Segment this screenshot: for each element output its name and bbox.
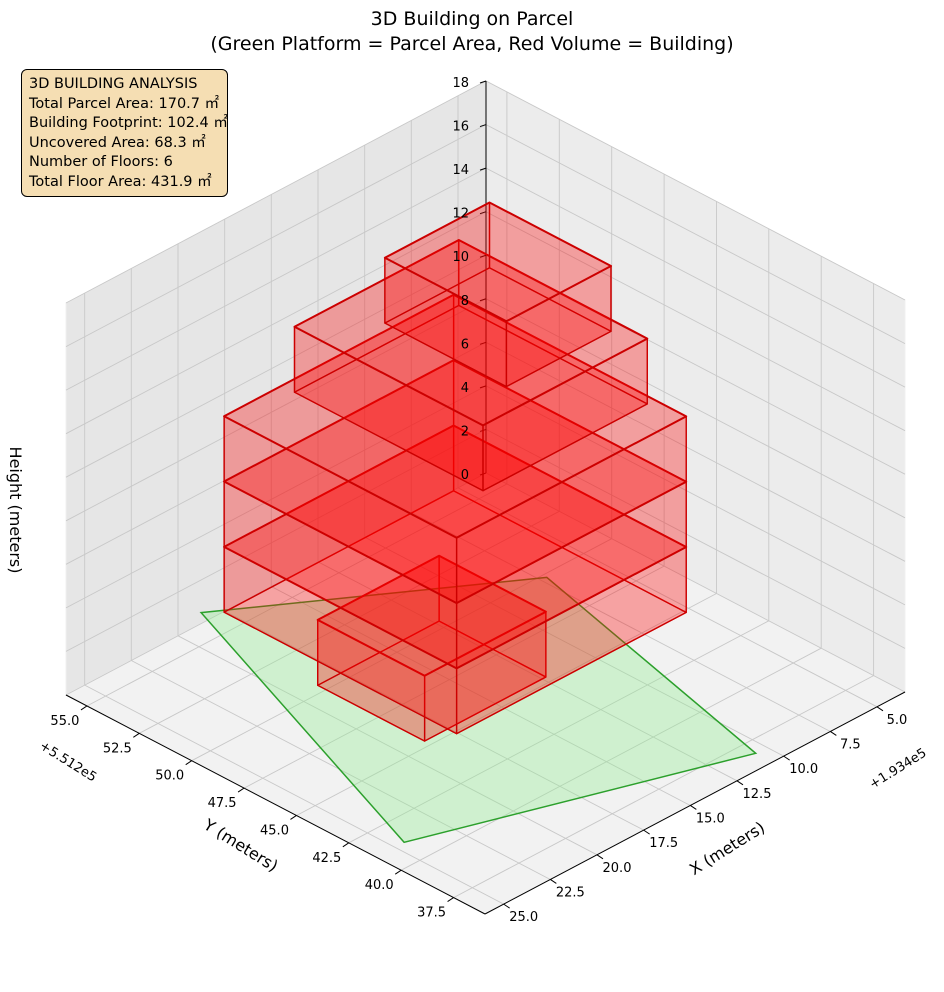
y-tick bbox=[185, 760, 192, 766]
parcel-platform bbox=[199, 576, 758, 844]
parcel-layer bbox=[199, 576, 758, 844]
x-tick-label: 12.5 bbox=[743, 787, 772, 802]
z-tick-label: 16 bbox=[452, 120, 469, 135]
floor-1-block bbox=[316, 554, 547, 742]
y-tick bbox=[80, 705, 88, 711]
x-tick-label: 10.0 bbox=[789, 762, 818, 777]
y-tick-label: 55.0 bbox=[50, 714, 79, 729]
x-tick-label: 15.0 bbox=[696, 812, 725, 827]
y-tick bbox=[342, 842, 350, 848]
x-tick bbox=[550, 879, 557, 884]
y-tick bbox=[133, 732, 140, 738]
z-tick-label: 14 bbox=[452, 163, 469, 178]
building-layer bbox=[223, 201, 688, 742]
z-tick-label: 6 bbox=[461, 337, 469, 352]
x-offset-label: +1.934e5 bbox=[867, 746, 930, 793]
z-tick-label: 8 bbox=[461, 294, 469, 309]
info-heading: 3D BUILDING ANALYSIS bbox=[29, 76, 198, 92]
chart-title: 3D Building on Parcel bbox=[371, 8, 574, 30]
y-tick-label: 42.5 bbox=[312, 851, 341, 866]
z-tick bbox=[479, 341, 487, 345]
z-tick-label: 18 bbox=[452, 76, 469, 91]
x-tick-label: 7.5 bbox=[840, 738, 861, 753]
y-tick-label: 52.5 bbox=[103, 741, 132, 756]
y-tick bbox=[447, 897, 454, 902]
x-tick-label: 17.5 bbox=[649, 836, 678, 851]
floor-6-block bbox=[383, 201, 612, 388]
x-tick bbox=[596, 854, 604, 860]
z-tick-label: 12 bbox=[452, 207, 469, 222]
x-tick-label: 25.0 bbox=[509, 910, 538, 925]
z-tick bbox=[479, 211, 487, 215]
z-tick bbox=[479, 80, 487, 84]
x-tick bbox=[643, 829, 650, 835]
y-tick bbox=[237, 787, 245, 793]
info-floor-count: Number of Floors: 6 bbox=[29, 154, 173, 171]
floor-5-block bbox=[293, 239, 649, 492]
y-axis-line bbox=[65, 694, 486, 915]
y-tick-label: 47.5 bbox=[208, 796, 237, 811]
tick-labels: 5.07.510.012.515.017.520.022.525.037.540… bbox=[50, 76, 907, 925]
axis-lines bbox=[65, 80, 906, 915]
chart-subtitle: (Green Platform = Parcel Area, Red Volum… bbox=[210, 33, 733, 55]
z-tick-label: 2 bbox=[461, 424, 469, 439]
z-tick-label: 0 bbox=[461, 468, 469, 483]
x-axis-label: X (meters) bbox=[686, 818, 768, 879]
y-tick-label: 50.0 bbox=[155, 769, 184, 784]
z-tick-label: 4 bbox=[461, 381, 469, 396]
info-uncovered-area: Uncovered Area: 68.3 ㎡ bbox=[29, 134, 206, 151]
z-axis-label: Height (meters) bbox=[6, 447, 25, 574]
x-tick bbox=[736, 780, 744, 786]
z-tick-label: 10 bbox=[452, 250, 469, 265]
y-tick-label: 37.5 bbox=[417, 906, 446, 921]
y-tick bbox=[290, 815, 297, 820]
x-tick bbox=[690, 805, 697, 810]
z-tick bbox=[479, 385, 487, 389]
x-tick-label: 20.0 bbox=[603, 861, 632, 876]
y-offset-label: +5.512e5 bbox=[37, 739, 100, 786]
z-tick bbox=[479, 167, 487, 171]
x-tick bbox=[876, 706, 884, 712]
z-tick bbox=[479, 298, 487, 302]
x-axis-line bbox=[484, 691, 906, 915]
x-tick-label: 22.5 bbox=[556, 886, 585, 901]
x-tick bbox=[783, 755, 790, 761]
y-tick-label: 45.0 bbox=[260, 824, 289, 839]
y-tick-label: 40.0 bbox=[365, 878, 394, 893]
y-tick bbox=[394, 869, 402, 875]
floor-4-face bbox=[223, 293, 688, 539]
z-tick bbox=[479, 124, 487, 128]
x-tick bbox=[503, 903, 510, 909]
info-parcel-area: Total Parcel Area: 170.7 ㎡ bbox=[29, 95, 220, 112]
analysis-info-box: 3D BUILDING ANALYSIS Total Parcel Area: … bbox=[21, 69, 228, 197]
floor-5-face bbox=[293, 239, 649, 427]
x-tick bbox=[830, 731, 837, 736]
info-footprint: Building Footprint: 102.4 ㎡ bbox=[29, 115, 228, 132]
x-tick-label: 5.0 bbox=[887, 713, 908, 728]
floor-6-face bbox=[383, 201, 612, 323]
z-tick bbox=[479, 254, 487, 258]
info-total-floor-area: Total Floor Area: 431.9 ㎡ bbox=[29, 173, 212, 190]
